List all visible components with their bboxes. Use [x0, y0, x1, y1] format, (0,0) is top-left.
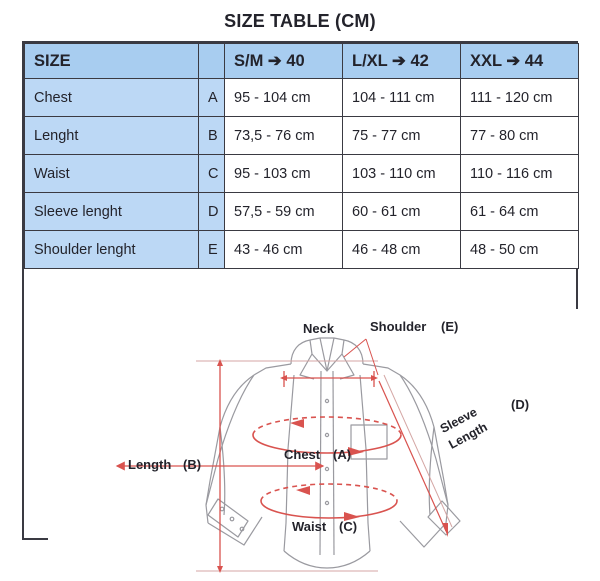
diagram-label-sleeve-code: (D) — [511, 397, 529, 412]
size-table: SIZE S/M ➔ 40 L/XL ➔ 42 XXL ➔ 44 Chest A… — [24, 43, 579, 269]
diagram-label-length: Length (B) — [128, 457, 201, 472]
size-table-frame: SIZE S/M ➔ 40 L/XL ➔ 42 XXL ➔ 44 Chest A… — [22, 41, 600, 581]
table-row: Chest A 95 - 104 cm 104 - 111 cm 111 - 1… — [24, 78, 579, 117]
cell-lenght-xxl: 77 - 80 cm — [460, 116, 579, 155]
row-letter-b: B — [198, 116, 225, 155]
table-row: Shoulder lenght E 43 - 46 cm 46 - 48 cm … — [24, 230, 579, 269]
svg-text:Waist: Waist — [292, 519, 327, 534]
header-col-lxl: L/XL ➔ 42 — [342, 43, 461, 79]
chest-measure-ellipse — [252, 416, 402, 456]
row-letter-e: E — [198, 230, 225, 269]
cell-waist-lxl: 103 - 110 cm — [342, 154, 461, 193]
row-label-waist: Waist — [24, 154, 199, 193]
cell-waist-sm: 95 - 103 cm — [224, 154, 343, 193]
row-letter-d: D — [198, 192, 225, 231]
row-letter-a: A — [198, 78, 225, 117]
diagram-label-neck: Neck — [303, 321, 335, 336]
header-col-sm: S/M ➔ 40 — [224, 43, 343, 79]
cell-sleeve-xxl: 61 - 64 cm — [460, 192, 579, 231]
diagram-label-waist: Waist (C) — [292, 519, 357, 534]
table-row: Lenght B 73,5 - 76 cm 75 - 77 cm 77 - 80… — [24, 116, 579, 155]
cell-shoulder-sm: 43 - 46 cm — [224, 230, 343, 269]
table-header-row: SIZE S/M ➔ 40 L/XL ➔ 42 XXL ➔ 44 — [24, 43, 579, 79]
diagram-label-chest: Chest (A) — [284, 447, 351, 462]
svg-text:Length: Length — [128, 457, 171, 472]
sleeve-measure-line — [378, 374, 453, 537]
svg-text:Chest: Chest — [284, 447, 321, 462]
cell-chest-xxl: 111 - 120 cm — [460, 78, 579, 117]
cell-shoulder-xxl: 48 - 50 cm — [460, 230, 579, 269]
svg-text:(A): (A) — [333, 447, 351, 462]
row-label-shoulder-lenght: Shoulder lenght — [24, 230, 199, 269]
shoulder-measure-line — [280, 371, 378, 387]
cell-lenght-lxl: 75 - 77 cm — [342, 116, 461, 155]
svg-text:(E): (E) — [441, 319, 458, 334]
cell-waist-xxl: 110 - 116 cm — [460, 154, 579, 193]
row-letter-c: C — [198, 154, 225, 193]
svg-text:Shoulder: Shoulder — [370, 319, 426, 334]
cell-sleeve-sm: 57,5 - 59 cm — [224, 192, 343, 231]
header-size-label: SIZE — [24, 43, 199, 79]
header-letter-label — [198, 43, 225, 79]
cell-sleeve-lxl: 60 - 61 cm — [342, 192, 461, 231]
diagram-label-sleeve-length: Sleeve Length — [438, 405, 490, 452]
row-label-chest: Chest — [24, 78, 199, 117]
table-row: Waist C 95 - 103 cm 103 - 110 cm 110 - 1… — [24, 154, 579, 193]
svg-text:(C): (C) — [339, 519, 357, 534]
cell-shoulder-lxl: 46 - 48 cm — [342, 230, 461, 269]
table-row: Sleeve lenght D 57,5 - 59 cm 60 - 61 cm … — [24, 192, 579, 231]
svg-text:(B): (B) — [183, 457, 201, 472]
page-title: SIZE TABLE (CM) — [224, 11, 376, 31]
diagram-label-shoulder: Shoulder (E) — [370, 319, 458, 334]
cell-chest-sm: 95 - 104 cm — [224, 78, 343, 117]
row-label-sleeve-lenght: Sleeve lenght — [24, 192, 199, 231]
shirt-measurement-diagram: Neck Shoulder (E) Chest (A) Waist (C) Le… — [48, 309, 600, 581]
header-col-xxl: XXL ➔ 44 — [460, 43, 579, 79]
cell-chest-lxl: 104 - 111 cm — [342, 78, 461, 117]
row-label-lenght: Lenght — [24, 116, 199, 155]
waist-measure-ellipse — [260, 483, 398, 521]
cell-lenght-sm: 73,5 - 76 cm — [224, 116, 343, 155]
